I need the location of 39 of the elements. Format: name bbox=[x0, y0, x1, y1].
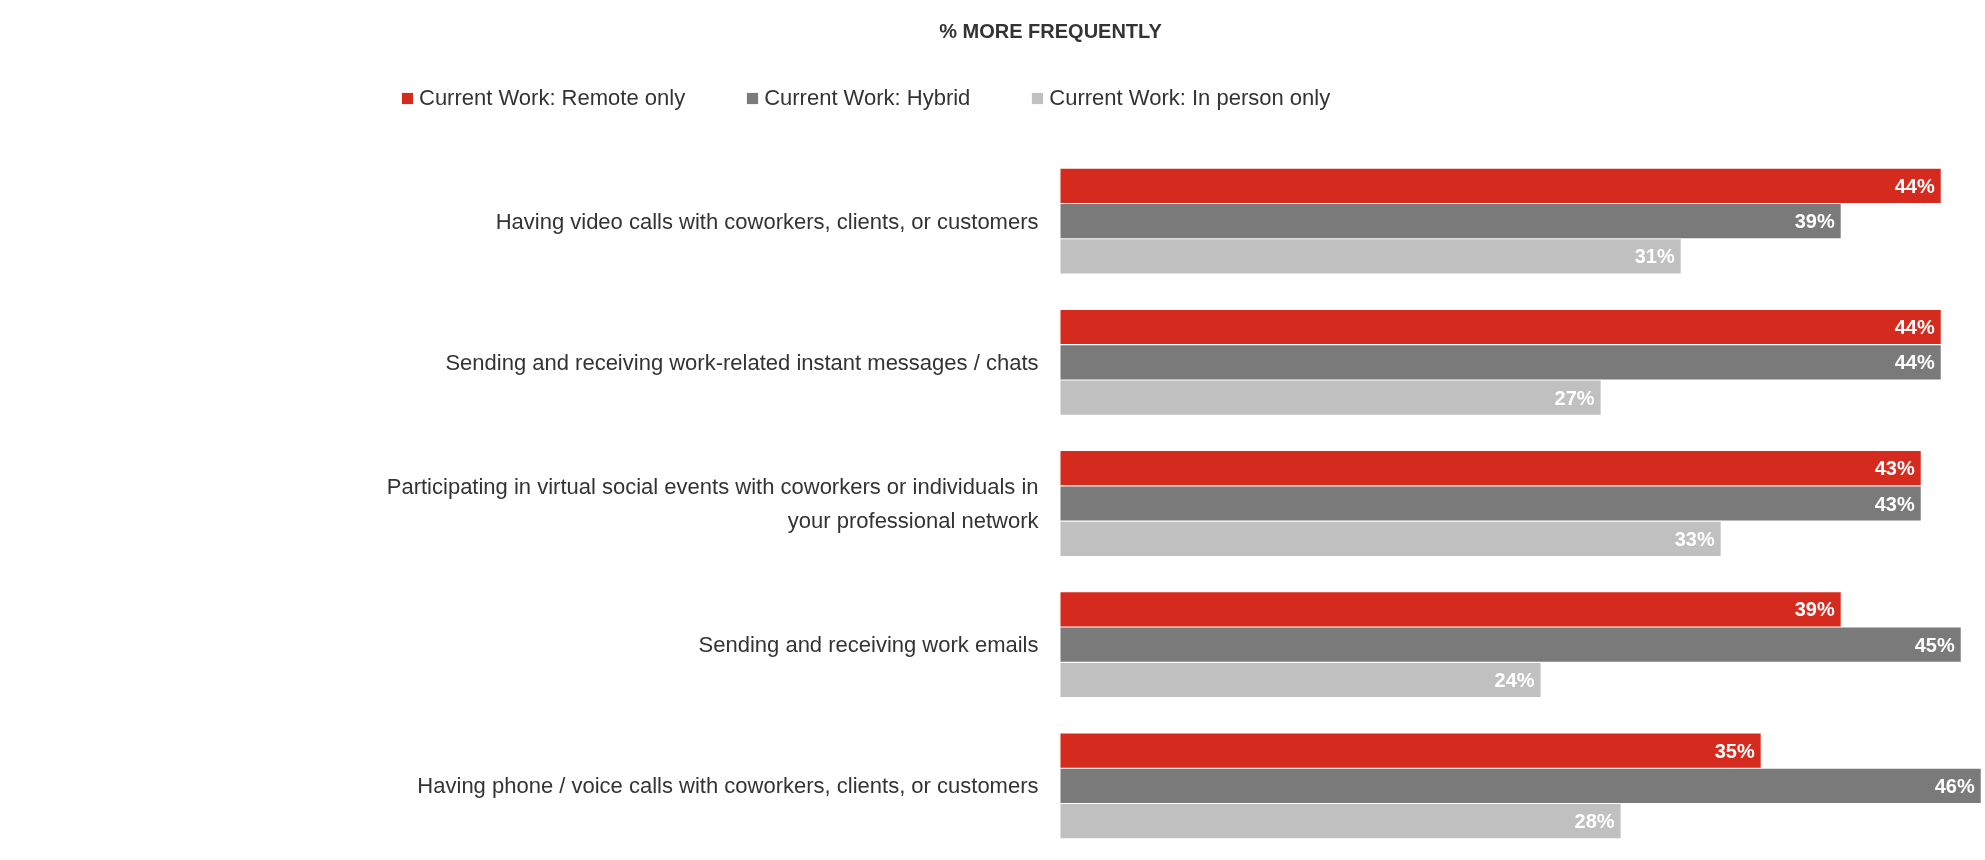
data-label: 43% bbox=[1874, 457, 1915, 480]
data-label: 39% bbox=[1794, 210, 1835, 233]
bar bbox=[1060, 380, 1601, 415]
bar bbox=[1060, 768, 1981, 804]
data-label: 44% bbox=[1894, 174, 1935, 197]
legend-label: Current Work: In person only bbox=[1049, 85, 1331, 111]
bar bbox=[1060, 203, 1841, 239]
data-label: 33% bbox=[1674, 527, 1715, 550]
y-tick-label: Having video calls with coworkers, clients, or customers bbox=[495, 208, 1039, 234]
data-label: 31% bbox=[1634, 245, 1675, 268]
legend-label: Current Work: Hybrid bbox=[764, 85, 971, 111]
data-label: 46% bbox=[1934, 774, 1975, 797]
data-label: 43% bbox=[1874, 492, 1915, 515]
bar bbox=[1060, 662, 1541, 698]
bar bbox=[1060, 451, 1921, 486]
data-label: 44% bbox=[1894, 351, 1935, 374]
y-tick-label: Participating in virtual social events with coworkers or individuals in your professional network bbox=[386, 474, 1040, 533]
bar bbox=[1060, 592, 1841, 627]
bar bbox=[1060, 804, 1621, 839]
data-label: 39% bbox=[1794, 598, 1835, 621]
bar bbox=[1060, 345, 1941, 380]
y-tick-label: Sending and receiving work-related instant messages / chats bbox=[445, 349, 1039, 375]
y-tick-label: Having phone / voice calls with coworkers, clients, or customers bbox=[417, 773, 1039, 799]
data-label: 27% bbox=[1554, 386, 1595, 409]
data-label: 44% bbox=[1894, 316, 1935, 338]
data-label: 45% bbox=[1914, 633, 1955, 656]
bar bbox=[1060, 168, 1941, 203]
data-label: 35% bbox=[1714, 739, 1755, 762]
legend-label: Current Work: Remote only bbox=[419, 85, 686, 111]
bar bbox=[1060, 627, 1961, 662]
data-label: 24% bbox=[1494, 669, 1535, 691]
bar bbox=[1060, 309, 1941, 345]
y-tick-label: Sending and receiving work emails bbox=[698, 632, 1039, 658]
bar bbox=[1060, 733, 1761, 768]
bar bbox=[1060, 486, 1921, 521]
data-label: 28% bbox=[1574, 810, 1615, 833]
bar bbox=[1060, 239, 1681, 274]
bar bbox=[1060, 521, 1721, 556]
chart-title: % MORE FREQUENTLY bbox=[939, 19, 1163, 42]
